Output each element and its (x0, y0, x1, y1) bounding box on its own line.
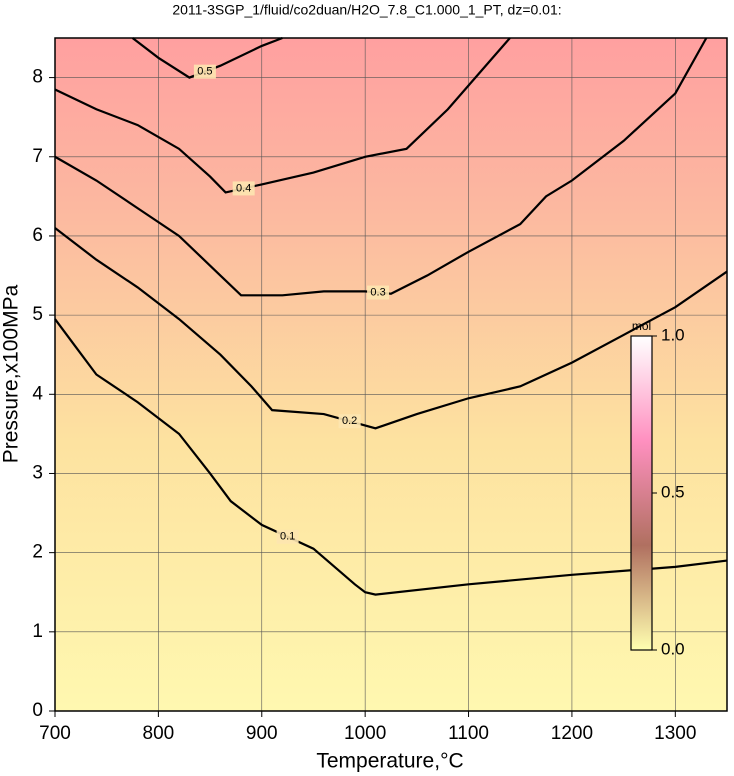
y-tick-label: 8 (32, 67, 43, 88)
contour-label: 0.1 (280, 531, 295, 543)
y-tick-label: 2 (32, 542, 43, 563)
y-tick-label: 4 (32, 383, 43, 404)
contour-label-bg (276, 529, 299, 544)
colorbar-tick-label: 0.0 (661, 639, 685, 658)
plot-background (55, 38, 727, 711)
x-tick-label: 1100 (448, 723, 489, 744)
contour-label: 0.5 (197, 66, 212, 78)
contour-label-bg (338, 414, 361, 429)
chart-title: 2011-3SGP_1/fluid/co2duan/H2O_7.8_C1.000… (172, 2, 561, 18)
x-tick-label: 1300 (654, 723, 696, 744)
plot-frame (54, 37, 728, 712)
colorbar-label: mol (632, 319, 651, 333)
contour-label-bg (193, 64, 216, 79)
y-tick-label: 0 (32, 700, 43, 721)
x-tick-label: 1000 (344, 723, 386, 744)
x-tick-label: 1200 (551, 723, 593, 744)
contour-line (54, 37, 511, 194)
contour-label-bg (367, 285, 390, 300)
colorbar-tick-label: 0.5 (661, 482, 685, 501)
x-tick-label: 700 (39, 723, 71, 744)
contour-label: 0.2 (342, 415, 357, 427)
x-tick-label: 900 (246, 723, 278, 744)
contour-label-bg (232, 181, 255, 196)
y-tick-label: 6 (32, 225, 43, 246)
x-tick-label: 800 (143, 723, 175, 744)
contour-label: 0.4 (236, 182, 251, 194)
x-axis-label: Temperature,°C (316, 750, 463, 773)
y-axis-label: Pressure,x100MPa (0, 284, 23, 463)
y-tick-label: 5 (32, 304, 43, 325)
y-tick-label: 7 (32, 146, 43, 167)
colorbar-tick-label: 1.0 (661, 325, 685, 344)
colorbar (630, 335, 653, 651)
y-tick-label: 1 (32, 621, 43, 642)
y-tick-label: 3 (32, 462, 43, 483)
contour-label: 0.3 (370, 286, 385, 298)
